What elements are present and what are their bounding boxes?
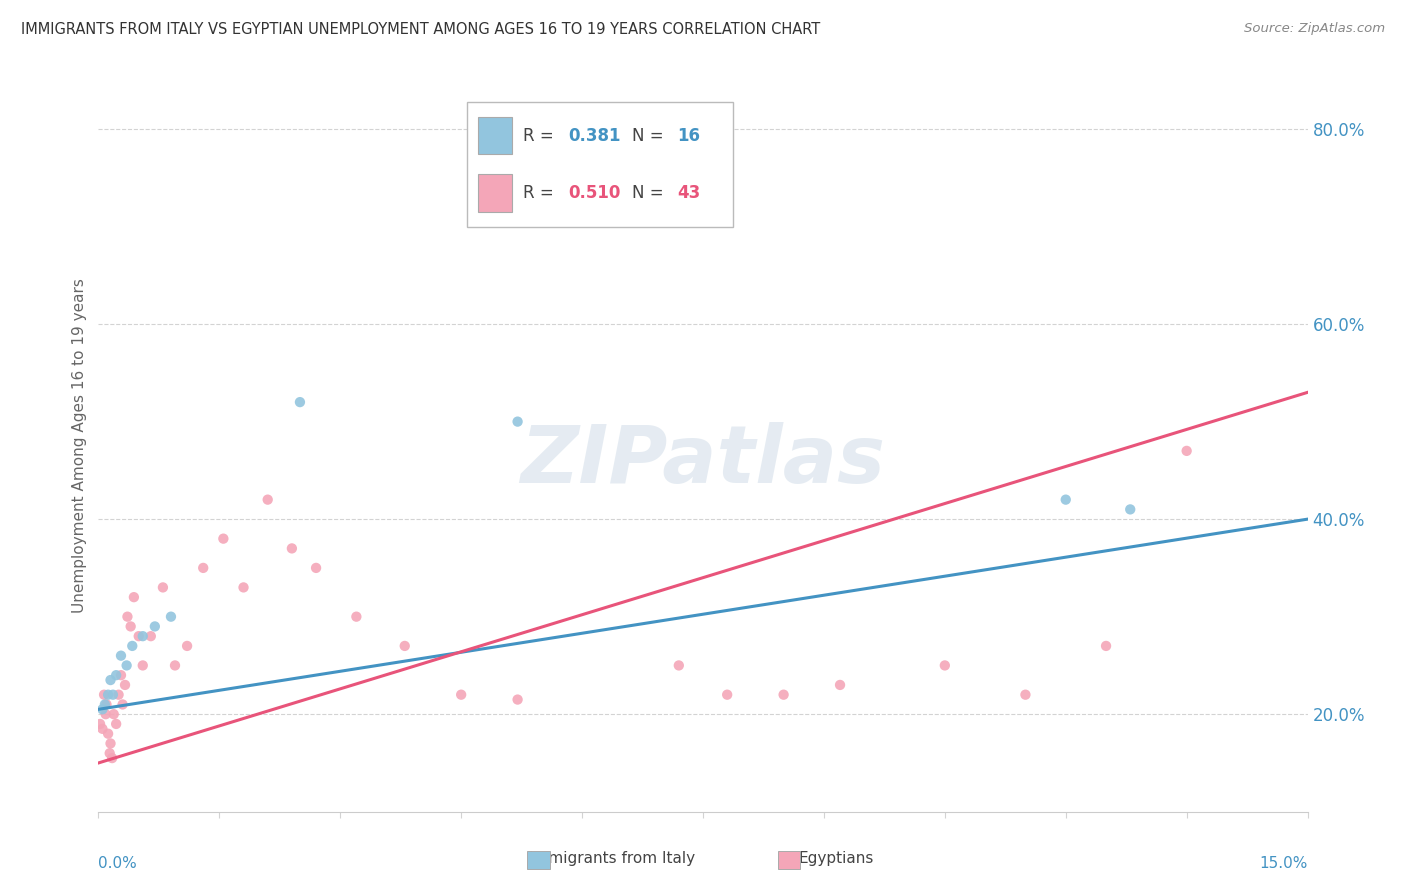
Point (163, 658, 186, 673)
Point (96, 698, 118, 712)
Point (128, 629, 150, 643)
Text: ZIPatlas: ZIPatlas (520, 422, 886, 500)
Point (716, 688, 738, 702)
Point (91, 702, 114, 716)
Text: Source: ZipAtlas.com: Source: ZipAtlas.com (1244, 22, 1385, 36)
Point (94, 698, 117, 712)
Point (828, 678, 851, 692)
Point (122, 590, 145, 604)
Point (111, 698, 134, 712)
Point (114, 678, 136, 692)
Point (93, 688, 115, 702)
Point (91, 722, 114, 736)
Point (281, 541, 304, 556)
Point (160, 609, 183, 624)
Point (212, 532, 235, 546)
Point (668, 658, 690, 673)
Point (232, 581, 254, 595)
Point (94, 707, 117, 722)
Text: Egyptians: Egyptians (799, 851, 875, 865)
Point (344, 609, 367, 624)
Point (101, 688, 124, 702)
Y-axis label: Unemployment Among Ages 16 to 19 years: Unemployment Among Ages 16 to 19 years (72, 278, 87, 614)
Point (1054, 492, 1077, 507)
Text: 0.0%: 0.0% (98, 855, 138, 871)
Point (305, 561, 328, 575)
Text: 15.0%: 15.0% (1260, 855, 1308, 871)
Point (117, 609, 139, 624)
Point (139, 629, 162, 643)
Text: Immigrants from Italy: Immigrants from Italy (529, 851, 695, 865)
Point (394, 639, 416, 653)
Point (120, 619, 142, 633)
Point (121, 639, 143, 653)
Point (450, 688, 472, 702)
Point (132, 629, 155, 643)
Point (97, 688, 120, 702)
Point (1119, 502, 1142, 516)
Text: IMMIGRANTS FROM ITALY VS EGYPTIAN UNEMPLOYMENT AMONG AGES 16 TO 19 YEARS CORRELA: IMMIGRANTS FROM ITALY VS EGYPTIAN UNEMPL… (21, 22, 820, 37)
Point (256, 492, 278, 507)
Point (152, 581, 174, 595)
Point (98, 746, 121, 760)
Point (193, 561, 215, 575)
Point (506, 692, 529, 706)
Point (103, 707, 125, 722)
Point (110, 648, 132, 663)
Point (934, 658, 956, 673)
Point (101, 751, 124, 765)
Point (97, 727, 120, 741)
Point (105, 668, 128, 682)
Point (105, 717, 128, 731)
Point (89, 717, 111, 731)
Point (506, 415, 529, 429)
Point (132, 658, 155, 673)
Point (100, 673, 122, 687)
Point (107, 688, 129, 702)
Point (1175, 443, 1198, 458)
Point (1014, 688, 1036, 702)
Point (288, 395, 311, 409)
Point (143, 619, 166, 633)
Point (110, 668, 132, 682)
Point (772, 688, 794, 702)
Point (176, 639, 198, 653)
Point (1095, 639, 1118, 653)
Point (115, 658, 138, 673)
Point (100, 736, 122, 750)
Point (612, 170, 634, 185)
